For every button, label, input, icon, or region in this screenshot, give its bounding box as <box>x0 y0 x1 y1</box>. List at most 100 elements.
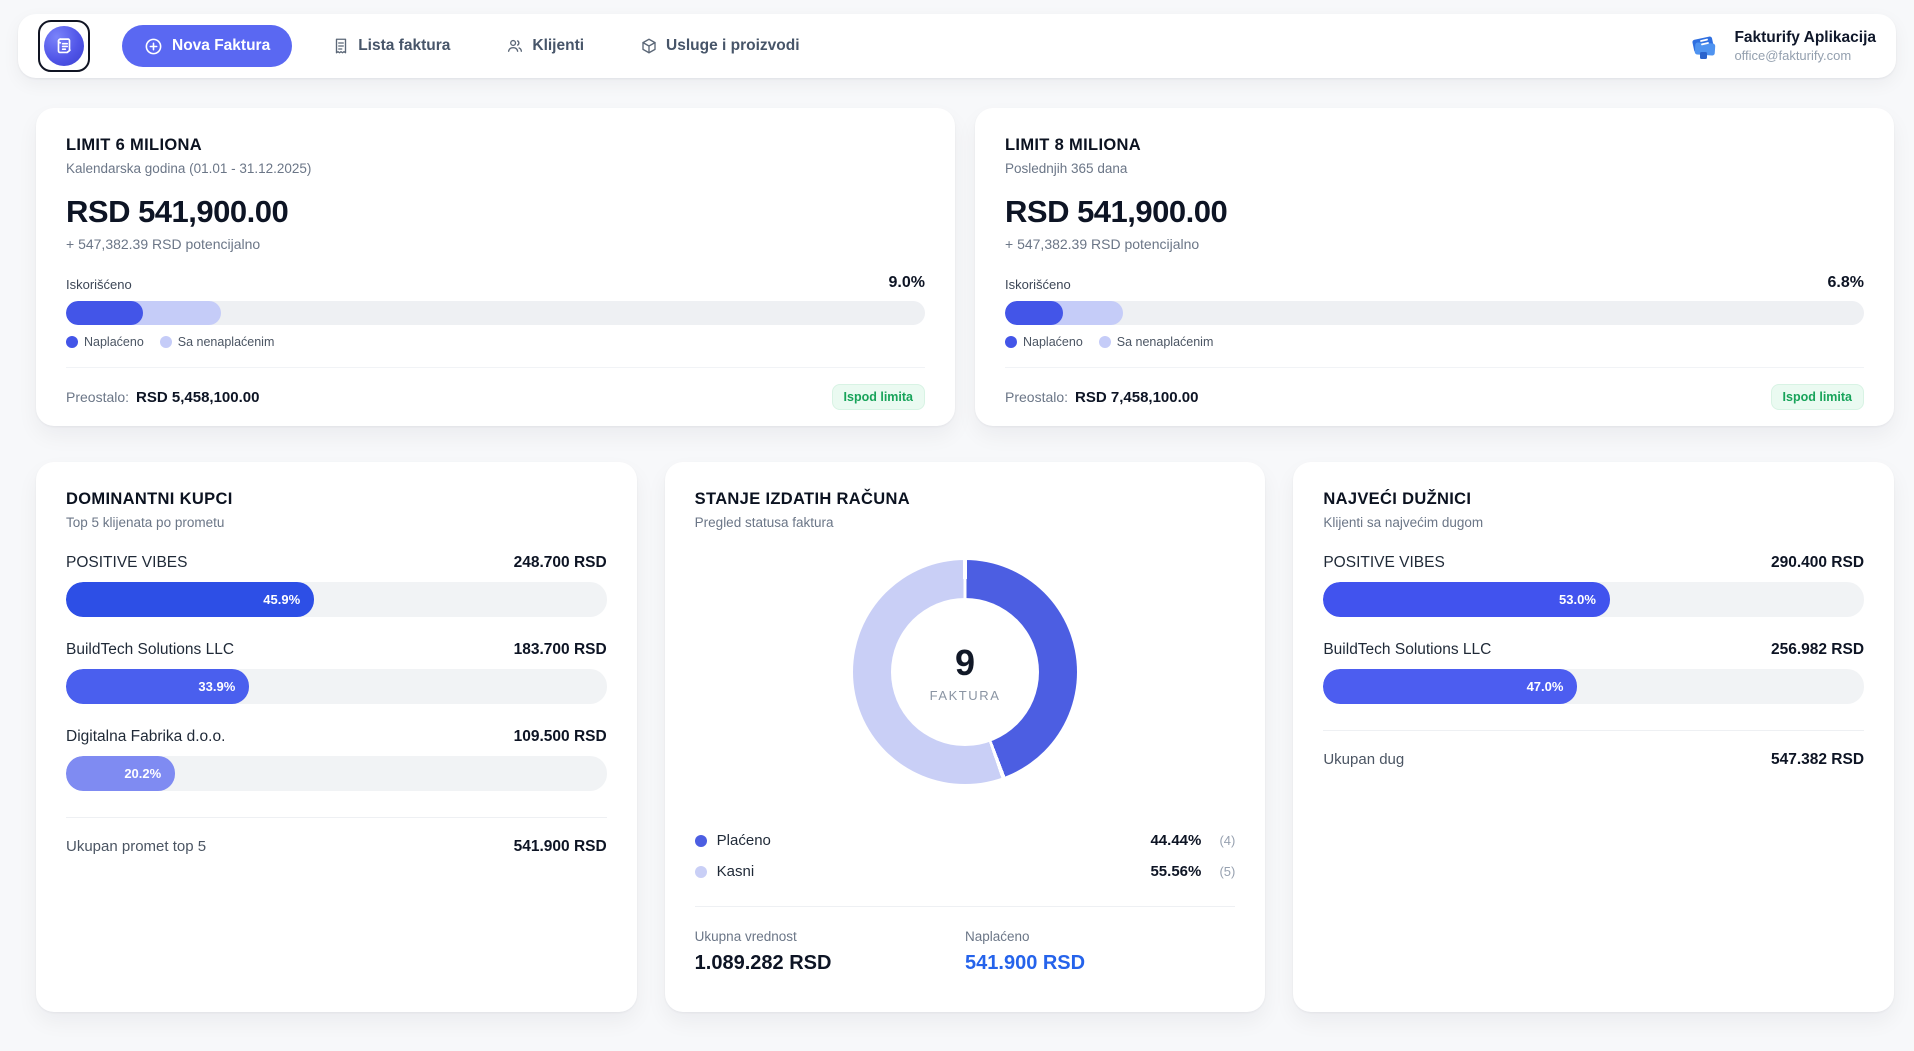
nav-item-label: Usluge i proizvodi <box>666 37 800 54</box>
limit-card-6m: LIMIT 6 MILIONA Kalendarska godina (01.0… <box>36 108 955 426</box>
paid-value-amount: 541.900 RSD <box>965 952 1086 974</box>
new-invoice-button[interactable]: Nova Faktura <box>122 25 293 67</box>
donut-center: 9 FAKTURA <box>891 598 1039 746</box>
status-badge: Ispod limita <box>831 384 925 410</box>
status-percentage: 44.44% <box>1150 832 1202 849</box>
status-legend-row: Kasni 55.56% (5) <box>694 863 1236 880</box>
account-info[interactable]: Fakturify Aplikacija office@fakturify.co… <box>1686 28 1876 64</box>
debtors-title: NAJVEĆI DUŽNICI <box>1323 490 1472 508</box>
nav-item-invoice-list[interactable]: Lista faktura <box>316 25 466 67</box>
divider <box>694 906 1236 907</box>
new-invoice-label: Nova Faktura <box>172 37 271 54</box>
client-bar: 45.9% <box>66 582 607 617</box>
limit-footer: Preostalo: RSD 7,458,100.00 Ispod limita <box>1005 367 1864 410</box>
debtor-bar-fill: 47.0% <box>1323 669 1578 704</box>
pending-dot-icon <box>1098 336 1111 348</box>
limit-progress-bar <box>1005 301 1864 325</box>
fakturify-brand-icon <box>1686 28 1722 64</box>
total-label: Ukupan promet top 5 <box>66 838 207 855</box>
nav-item-services-products[interactable]: Usluge i proizvodi <box>624 25 815 67</box>
debtor-value: 256.982 RSD <box>1770 641 1865 658</box>
client-value: 248.700 RSD <box>513 554 607 571</box>
client-row: POSITIVE VIBES 248.700 RSD 45.9% <box>66 554 607 617</box>
debtor-bar-percentage: 53.0% <box>1559 592 1596 607</box>
limit-card-8m: LIMIT 8 MILIONA Poslednjih 365 dana RSD … <box>975 108 1894 426</box>
progress-legend: Naplaćeno Sa nenaplaćenim <box>1005 335 1864 349</box>
status-percentage: 55.56% <box>1150 863 1202 880</box>
debtor-row: POSITIVE VIBES 290.400 RSD 53.0% <box>1323 554 1865 617</box>
status-count: (4) <box>1219 833 1236 848</box>
debtors-total-row: Ukupan dug 547.382 RSD <box>1323 751 1864 769</box>
top-clients-title: DOMINANTNI KUPCI <box>66 490 233 508</box>
donut-chart-wrapper: 9 FAKTURA <box>695 560 1236 784</box>
invoice-count: 9 <box>954 641 976 683</box>
client-name: BuildTech Solutions LLC <box>66 641 235 658</box>
invoice-status-title: STANJE IZDATIH RAČUNA <box>694 490 910 508</box>
client-bar-percentage: 33.9% <box>198 679 236 694</box>
limit-footer: Preostalo: RSD 5,458,100.00 Ispod limita <box>66 367 925 410</box>
legend-paid-label: Naplaćeno <box>84 335 144 349</box>
used-label: Iskorišćeno <box>1005 277 1071 292</box>
limit-progress-bar <box>66 301 925 325</box>
legend-paid: Naplaćeno <box>1005 335 1083 349</box>
account-name: Fakturify Aplikacija <box>1734 29 1876 47</box>
nav-item-clients[interactable]: Klijenti <box>490 25 600 67</box>
client-name: POSITIVE VIBES <box>66 554 188 571</box>
debtor-name: POSITIVE VIBES <box>1323 554 1445 571</box>
debtor-bar: 53.0% <box>1323 582 1865 617</box>
status-badge: Ispod limita <box>1770 384 1864 410</box>
late-dot-icon <box>694 865 707 878</box>
paid-value-column: Naplaćeno 541.900 RSD <box>965 929 1235 975</box>
users-icon <box>506 37 524 55</box>
client-bar-percentage: 20.2% <box>124 766 162 781</box>
divider <box>1323 730 1865 731</box>
limit-card-subtitle: Poslednjih 365 dana <box>1005 161 1128 176</box>
debtor-name: BuildTech Solutions LLC <box>1323 641 1492 658</box>
limit-cards-row: LIMIT 6 MILIONA Kalendarska godina (01.0… <box>36 108 1894 426</box>
invoice-status-card: STANJE IZDATIH RAČUNA Pregled statusa fa… <box>664 462 1266 1012</box>
nav-item-label: Klijenti <box>532 37 585 54</box>
pending-dot-icon <box>159 336 172 348</box>
progress-paid-segment <box>1005 301 1064 325</box>
receipt-icon <box>332 37 350 55</box>
used-row: Iskorišćeno 9.0% <box>66 274 925 292</box>
paid-dot-icon <box>66 336 78 348</box>
divider <box>66 817 607 818</box>
app-logo-button[interactable] <box>38 20 90 72</box>
remaining-label: Preostalo: <box>1005 388 1069 405</box>
top-navbar: Nova Faktura Lista faktura Klijenti <box>18 14 1896 78</box>
progress-legend: Naplaćeno Sa nenaplaćenim <box>66 335 925 349</box>
top-clients-total-row: Ukupan promet top 5 541.900 RSD <box>66 838 607 856</box>
client-row: BuildTech Solutions LLC 183.700 RSD 33.9… <box>66 641 607 704</box>
total-label: Ukupan dug <box>1323 751 1405 768</box>
invoice-status-donut-chart: 9 FAKTURA <box>853 560 1077 784</box>
status-count: (5) <box>1219 864 1236 879</box>
total-value-label: Ukupna vrednost <box>694 929 797 944</box>
paid-value-label: Naplaćeno <box>965 929 1030 944</box>
limit-potential: + 547,382.39 RSD potencijalno <box>66 236 261 252</box>
debtors-card: NAJVEĆI DUŽNICI Klijenti sa najvećim dug… <box>1293 462 1895 1012</box>
status-legend-row: Plaćeno 44.44% (4) <box>694 832 1236 849</box>
client-bar: 20.2% <box>66 756 607 791</box>
paid-dot-icon <box>1005 336 1017 348</box>
client-value: 109.500 RSD <box>513 728 607 745</box>
debtor-bar: 47.0% <box>1323 669 1865 704</box>
client-name: Digitalna Fabrika d.o.o. <box>66 728 226 745</box>
dashboard-content: LIMIT 6 MILIONA Kalendarska godina (01.0… <box>0 78 1914 1012</box>
used-percentage: 6.8% <box>1827 274 1864 291</box>
limit-potential: + 547,382.39 RSD potencijalno <box>1005 236 1200 252</box>
bottom-cards-row: DOMINANTNI KUPCI Top 5 klijenata po prom… <box>36 462 1895 1012</box>
limit-card-subtitle: Kalendarska godina (01.01 - 31.12.2025) <box>66 161 312 176</box>
remaining-label: Preostalo: <box>66 388 130 405</box>
account-email: office@fakturify.com <box>1734 47 1852 63</box>
debtor-value: 290.400 RSD <box>1770 554 1865 571</box>
client-value: 183.700 RSD <box>513 641 607 658</box>
legend-pending: Sa nenaplaćenim <box>1098 335 1213 349</box>
total-value-amount: 1.089.282 RSD <box>694 952 832 974</box>
limit-card-title: LIMIT 8 MILIONA <box>1005 136 1142 154</box>
debtors-subtitle: Klijenti sa najvećim dugom <box>1323 515 1484 530</box>
remaining-value: RSD 5,458,100.00 <box>136 388 260 406</box>
client-bar-fill: 33.9% <box>66 669 250 704</box>
package-icon <box>640 37 658 55</box>
invoice-count-caption: FAKTURA <box>929 687 1001 703</box>
